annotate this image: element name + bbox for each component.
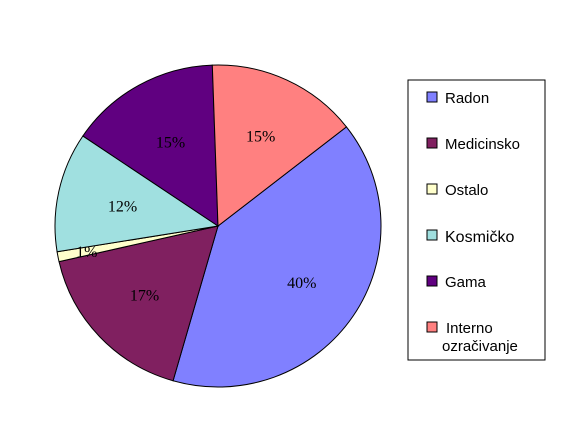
pie-slice-medicinsko <box>58 225 219 382</box>
legend: Radon Medicinsko Ostalo Kosmičko Gama In… <box>407 79 546 361</box>
pie-label-medicinsko: 17% <box>130 288 159 305</box>
legend-label-medicinsko: Medicinsko <box>445 136 520 153</box>
pie-label-gama: 15% <box>156 135 185 152</box>
legend-swatch-ostalo <box>426 183 438 195</box>
pie-slices <box>54 64 382 388</box>
pie-labels: 40% 17% 1% 12% 15% 15% <box>76 129 316 305</box>
pie-slice-radon <box>172 126 382 388</box>
legend-label-gama: Gama <box>445 274 487 291</box>
legend-label-interno-line1: Interno <box>446 320 493 337</box>
pie-label-interno: 15% <box>246 129 275 146</box>
legend-swatch-medicinsko <box>426 137 438 149</box>
pie-label-radon: 40% <box>287 275 316 292</box>
pie-slice-gama <box>82 64 219 227</box>
legend-swatch-kosmicko <box>426 229 438 241</box>
pie-slice-interno <box>211 64 348 227</box>
legend-swatch-gama <box>426 275 438 287</box>
legend-label-interno-line2: ozračivanje <box>442 338 518 355</box>
legend-label-kosmicko: Kosmičko <box>445 229 514 246</box>
legend-box <box>407 79 546 361</box>
pie-slice-kosmicko <box>54 135 220 253</box>
pie-label-kosmicko: 12% <box>108 198 137 215</box>
legend-label-ostalo: Ostalo <box>445 182 488 199</box>
legend-swatch-radon <box>426 91 438 103</box>
pie-label-ostalo: 1% <box>76 244 97 261</box>
legend-label-radon: Radon <box>445 90 489 107</box>
legend-swatch-interno <box>426 321 438 333</box>
